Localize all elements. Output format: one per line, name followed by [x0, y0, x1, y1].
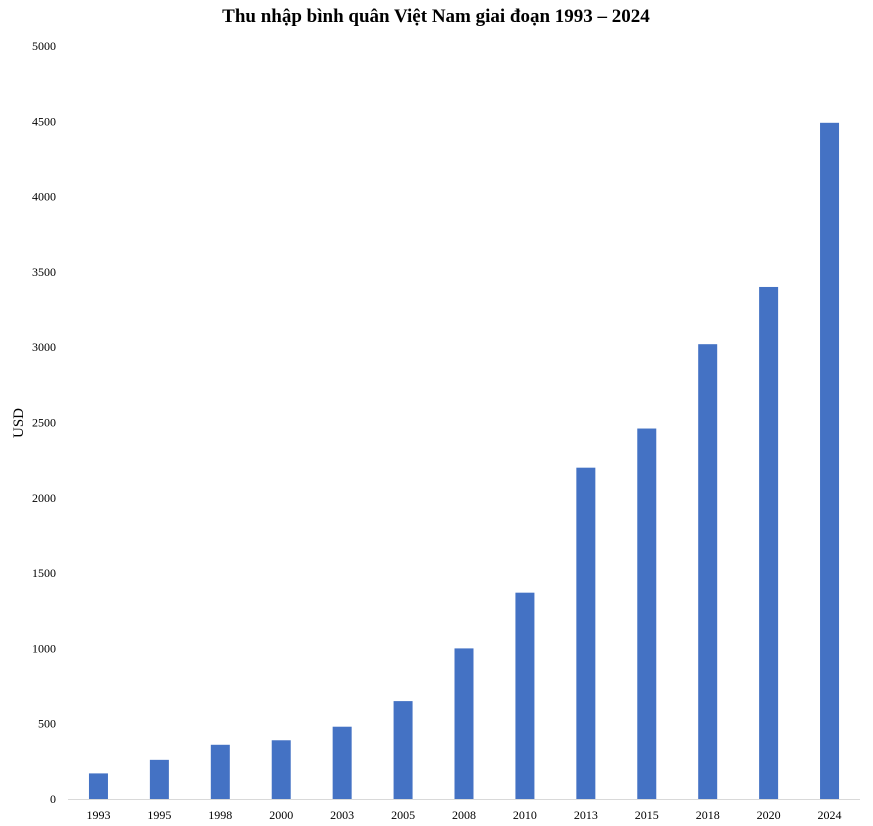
y-tick-label: 3000: [32, 340, 56, 354]
bar-2005: [393, 701, 413, 799]
x-tick-label: 1993: [86, 808, 110, 822]
x-tick-label: 2008: [452, 808, 476, 822]
bar-2013: [576, 467, 596, 799]
bar-1993: [88, 773, 108, 799]
x-tick-label: 2010: [513, 808, 537, 822]
y-tick-label: 2000: [32, 491, 56, 505]
y-tick-label: 1000: [32, 641, 56, 655]
y-tick-label: 4500: [32, 114, 56, 128]
y-tick-label: 5000: [32, 39, 56, 53]
x-tick-label: 2003: [330, 808, 354, 822]
y-tick-label: 3500: [32, 265, 56, 279]
x-tick-label: 2005: [391, 808, 415, 822]
bar-2008: [454, 648, 474, 799]
x-tick-label: 2018: [696, 808, 720, 822]
y-tick-label: 0: [50, 792, 56, 806]
bar-2010: [515, 592, 535, 799]
x-axis-ticks: 1993 1995 1998 2000 2003 2005 2008 2010 2013 2015…: [86, 808, 841, 822]
y-tick-label: 2500: [32, 416, 56, 430]
bar-1998: [210, 744, 230, 799]
bar-2015: [637, 428, 657, 799]
x-tick-label: 2015: [635, 808, 659, 822]
x-tick-label: 2000: [269, 808, 293, 822]
y-tick-label: 4000: [32, 190, 56, 204]
x-tick-label: 2024: [818, 808, 842, 822]
x-tick-label: 1998: [208, 808, 232, 822]
y-axis-ticks: 0 500 1000 1500 2000 2500 3000 3500 4000 4500 5000: [32, 39, 56, 806]
bar-2003: [332, 726, 352, 799]
x-tick-label: 1995: [147, 808, 171, 822]
bar-1995: [149, 759, 169, 799]
bar-2000: [271, 740, 291, 799]
bar-2024: [820, 122, 840, 799]
bar-series: [88, 122, 840, 800]
chart-title: Thu nhập bình quân Việt Nam giai đoạn 19…: [222, 6, 650, 27]
y-tick-label: 1500: [32, 566, 56, 580]
y-tick-label: 500: [38, 717, 56, 731]
x-tick-label: 2020: [757, 808, 781, 822]
bar-2020: [759, 286, 779, 800]
x-tick-label: 2013: [574, 808, 598, 822]
y-axis-label: USD: [11, 408, 27, 438]
bar-2018: [698, 344, 718, 799]
